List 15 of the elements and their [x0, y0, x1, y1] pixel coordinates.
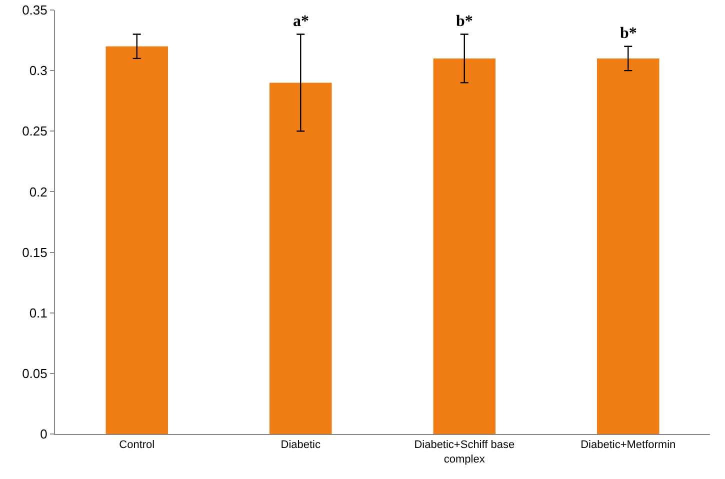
- y-tick-label: 0.35: [22, 2, 48, 18]
- x-tick-label: Diabetic+Metformin: [580, 439, 676, 452]
- annotation: b*: [620, 25, 637, 42]
- x-tick-label: Diabetic: [280, 439, 321, 452]
- y-tick-label: 0.25: [22, 124, 48, 139]
- x-tick-label: Diabetic+Schiff base complex: [414, 439, 515, 466]
- y-tick-label: 0.15: [22, 244, 48, 260]
- y-tick-label: 0.2: [29, 184, 48, 200]
- annotation: b*: [456, 13, 473, 30]
- y-tick-label: 0: [40, 426, 48, 442]
- annotation: a*: [293, 13, 309, 30]
- y-tick-label: 0.05: [22, 366, 48, 381]
- y-tick-label: 0.3: [29, 63, 48, 78]
- y-tick-label: 0.1: [29, 305, 48, 320]
- x-tick-label: Control: [119, 439, 155, 452]
